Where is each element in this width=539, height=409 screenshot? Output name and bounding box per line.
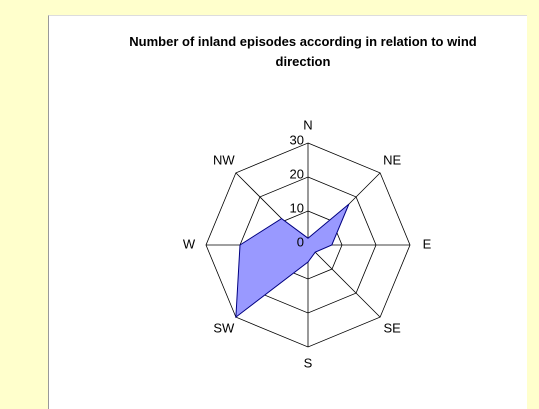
grid-ring xyxy=(239,176,377,314)
category-label: W xyxy=(183,236,196,251)
category-label: S xyxy=(304,355,313,370)
category-label: SE xyxy=(383,321,401,336)
r-tick-label: 20 xyxy=(290,166,304,181)
chart-panel xyxy=(48,15,527,409)
r-tick-label: 0 xyxy=(297,234,304,249)
category-label: NE xyxy=(383,152,401,167)
grid-ring xyxy=(205,142,411,348)
chart-title: Number of inland episodes according in r… xyxy=(129,34,477,69)
category-label: N xyxy=(303,117,312,132)
data-area xyxy=(235,203,350,319)
r-tick-label: 10 xyxy=(290,200,304,215)
category-label: SW xyxy=(213,321,235,336)
category-label: E xyxy=(423,236,432,251)
category-label: NW xyxy=(213,152,235,167)
r-tick-label: 30 xyxy=(290,132,304,147)
spoke xyxy=(307,244,381,318)
